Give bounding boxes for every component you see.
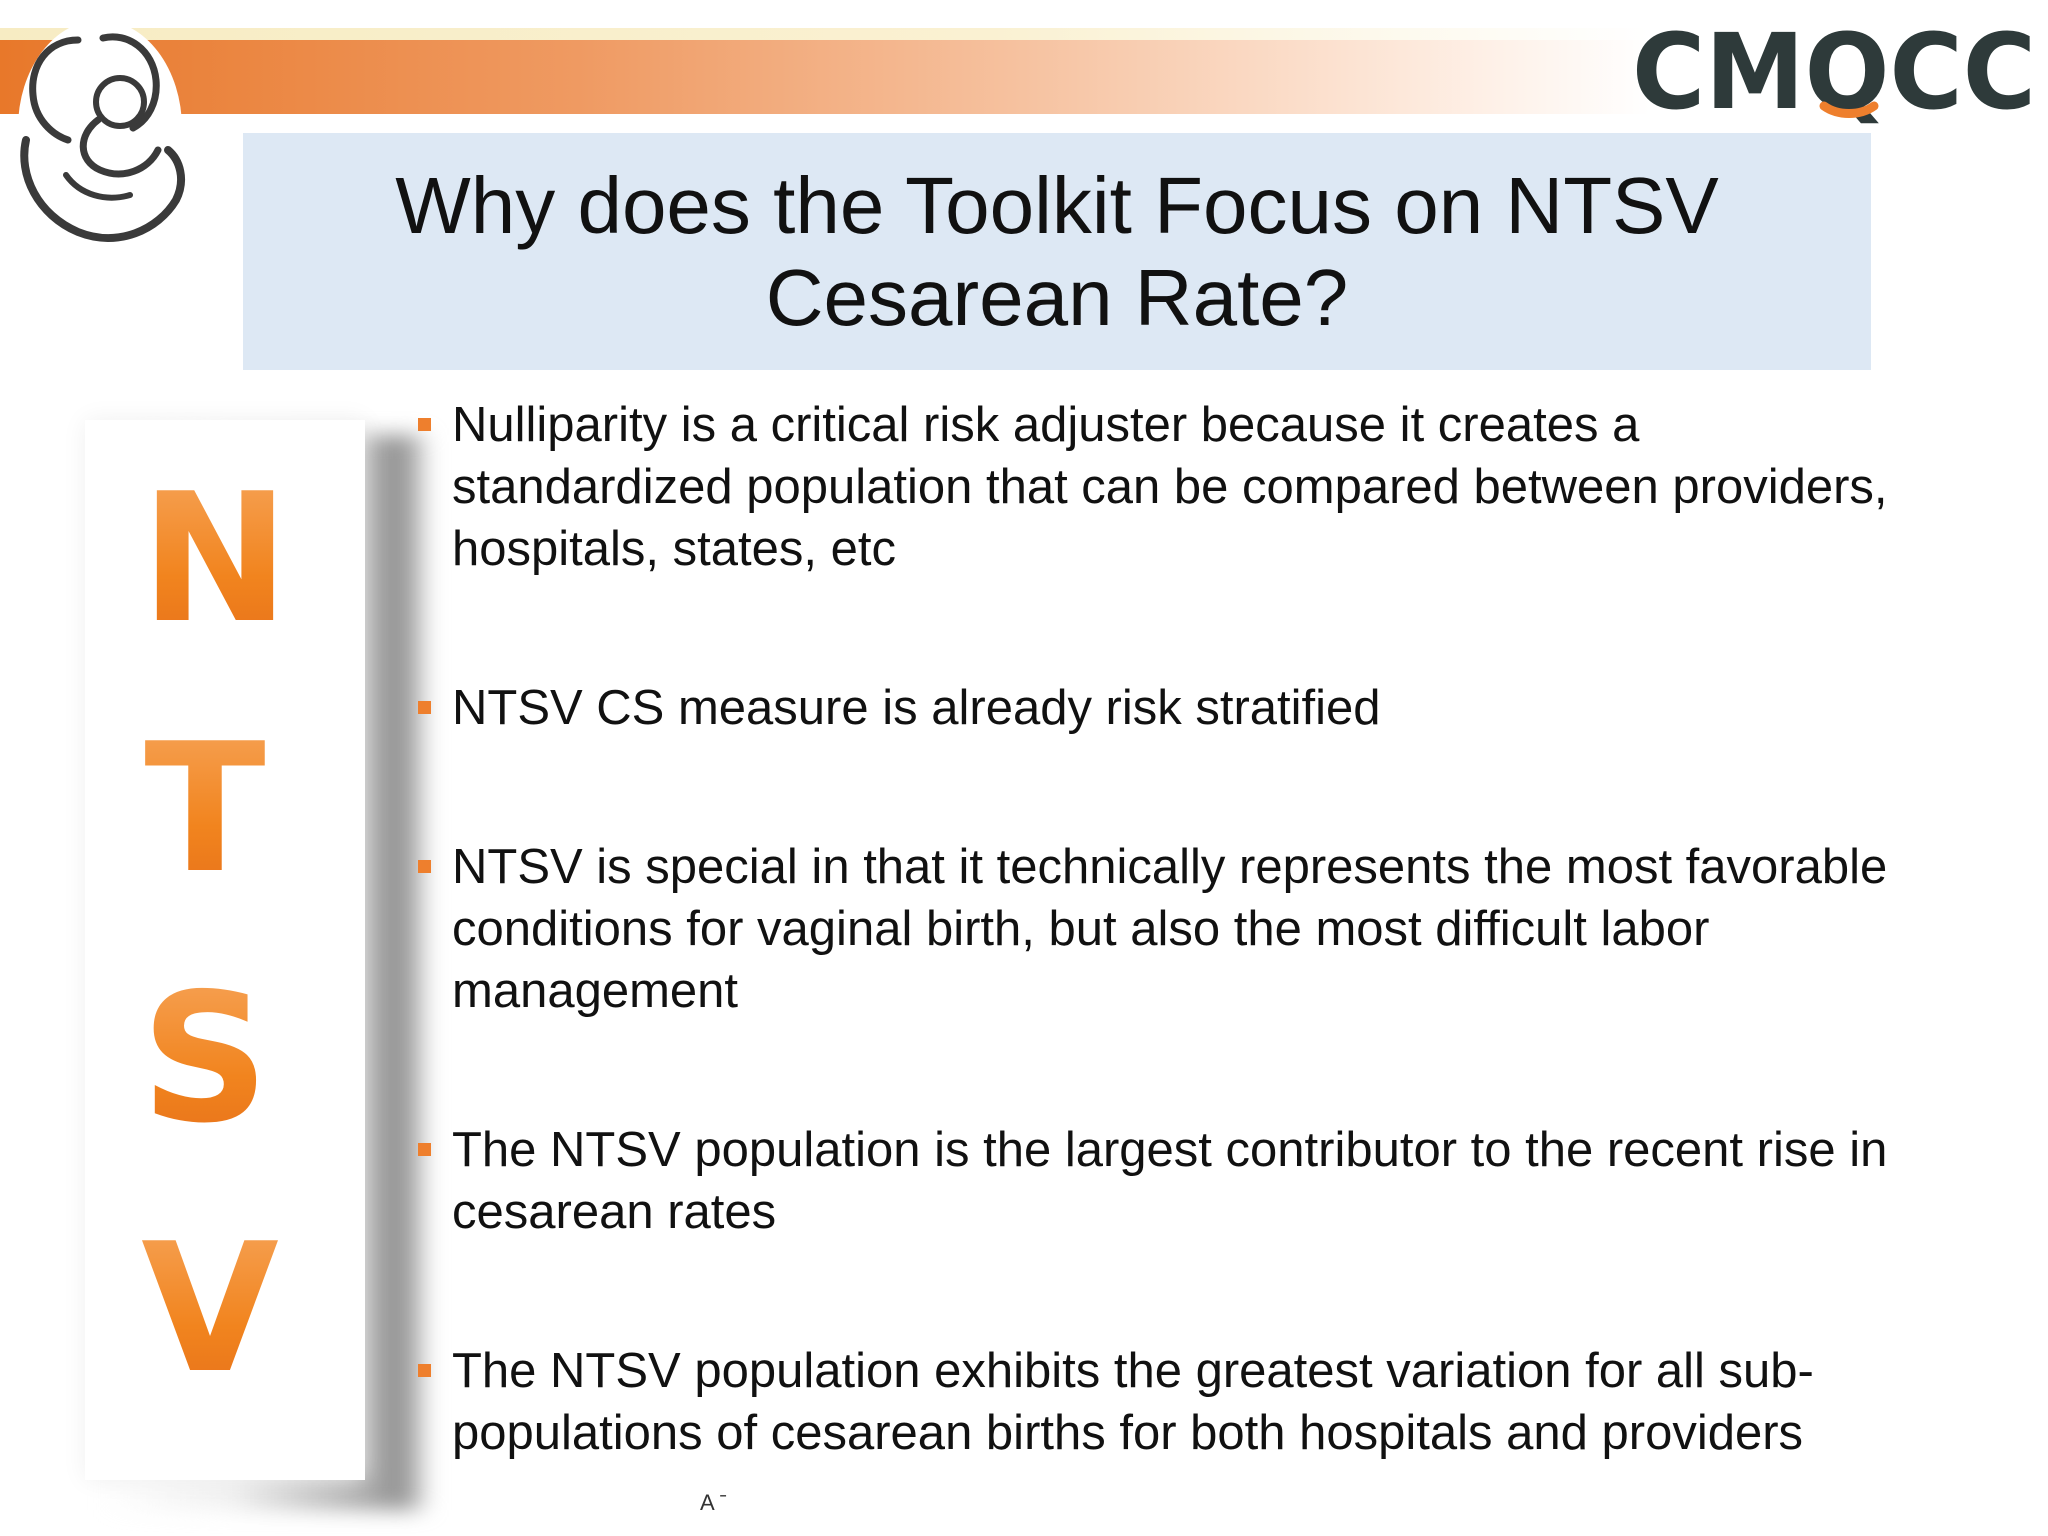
square-bullet-icon [418,1364,431,1377]
ntsv-card: N T S V [85,420,365,1480]
bullet-item: The NTSV population exhibits the greates… [412,1340,1932,1464]
bullet-text: NTSV CS measure is already risk stratifi… [452,681,1381,735]
bullet-text: The NTSV population is the largest contr… [452,1123,1888,1239]
bullet-item: The NTSV population is the largest contr… [412,1119,1932,1243]
square-bullet-icon [418,1143,431,1156]
square-bullet-icon [418,860,431,873]
header-highlight-line [0,28,1650,40]
bullet-list: Nulliparity is a critical risk adjuster … [412,394,1932,1464]
footer-mark: A ˉ [700,1490,727,1515]
bullet-text: Nulliparity is a critical risk adjuster … [452,398,1888,576]
cmqcc-logo: CMQCC [1632,12,2036,124]
ntsv-letter-t: T [105,720,305,898]
header-band [0,40,1650,114]
square-bullet-icon [418,701,431,714]
ntsv-letter-n: N [115,470,315,648]
title-box: Why does the Toolkit Focus on NTSV Cesar… [243,133,1871,370]
bullet-text: NTSV is special in that it technically r… [452,840,1888,1018]
mother-and-baby-icon [18,20,186,242]
slide-title: Why does the Toolkit Focus on NTSV Cesar… [395,160,1719,342]
ntsv-letter-v: V [110,1220,310,1398]
bullet-text: The NTSV population exhibits the greates… [452,1344,1814,1460]
brand-text: CMQCC [1632,12,2036,124]
ntsv-letter-s: S [105,970,305,1148]
bullet-item: Nulliparity is a critical risk adjuster … [412,394,1932,580]
bullet-item: NTSV CS measure is already risk stratifi… [412,677,1932,739]
bullet-item: NTSV is special in that it technically r… [412,836,1932,1022]
square-bullet-icon [418,418,431,431]
